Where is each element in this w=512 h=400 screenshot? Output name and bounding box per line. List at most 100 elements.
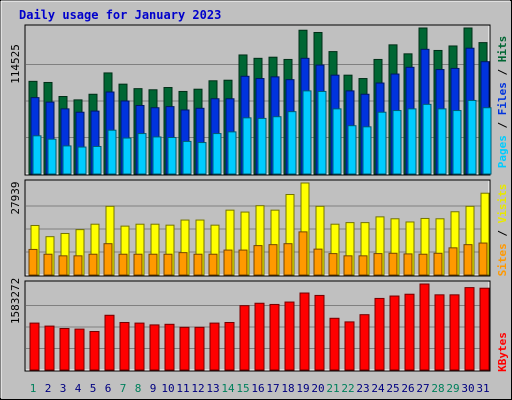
- bar-pages-day-20: [317, 90, 327, 175]
- bar-kbytes-day-2: [44, 325, 55, 371]
- bar-kbytes-day-3: [59, 328, 70, 371]
- bar-pages-day-23: [362, 126, 372, 175]
- bar-pages-day-1: [32, 135, 42, 175]
- bar-pages-day-18: [287, 111, 297, 175]
- bar-sites-day-21: [328, 253, 338, 276]
- bar-pages-day-2: [47, 138, 57, 175]
- x-tick-label: 24: [371, 382, 385, 395]
- bar-kbytes-day-12: [194, 326, 205, 371]
- bar-kbytes-day-6: [104, 314, 115, 371]
- bar-kbytes-day-7: [119, 321, 130, 371]
- bar-sites-day-4: [73, 255, 83, 276]
- x-tick-label: 7: [120, 382, 127, 395]
- legend-sep-1: /: [496, 122, 509, 129]
- bar-sites-day-22: [343, 255, 353, 276]
- bar-kbytes-day-18: [284, 301, 295, 371]
- bar-pages-day-7: [122, 137, 132, 175]
- bar-sites-day-12: [193, 253, 203, 276]
- x-tick-label: 23: [356, 382, 369, 395]
- bar-kbytes-day-19: [299, 292, 310, 371]
- bar-sites-day-9: [148, 253, 158, 276]
- x-tick-label: 29: [446, 382, 459, 395]
- x-tick-label: 14: [221, 382, 235, 395]
- bar-kbytes-day-15: [239, 305, 250, 371]
- x-tick-label: 15: [236, 382, 249, 395]
- x-tick-label: 2: [45, 382, 52, 395]
- legend-sites: Sites: [496, 243, 509, 276]
- bar-sites-day-23: [358, 255, 368, 276]
- x-tick-label: 5: [90, 382, 97, 395]
- bar-sites-day-31: [478, 242, 488, 276]
- x-tick-label: 28: [431, 382, 444, 395]
- bar-kbytes-day-13: [209, 322, 220, 371]
- bar-pages-day-8: [137, 133, 147, 175]
- bar-pages-day-26: [407, 108, 417, 175]
- x-tick-label: 31: [476, 382, 489, 395]
- bar-sites-day-14: [223, 249, 233, 276]
- bar-pages-day-12: [197, 142, 207, 175]
- bar-pages-day-24: [377, 111, 387, 175]
- x-tick-label: 1: [30, 382, 37, 395]
- bar-sites-day-8: [133, 253, 143, 276]
- x-tick-label: 30: [461, 382, 474, 395]
- bar-kbytes-day-29: [449, 294, 460, 371]
- x-tick-label: 13: [206, 382, 219, 395]
- bar-pages-day-14: [227, 131, 237, 175]
- bar-sites-day-7: [118, 253, 128, 276]
- y-max-label-bot: 1583272: [9, 278, 22, 324]
- bar-sites-day-13: [208, 253, 218, 276]
- bar-pages-day-21: [332, 108, 342, 175]
- bar-kbytes-day-5: [89, 331, 100, 371]
- visits-sites-panel: [24, 179, 491, 277]
- bar-sites-day-2: [43, 253, 53, 276]
- bar-kbytes-day-21: [329, 317, 340, 371]
- bar-sites-day-24: [373, 253, 383, 276]
- bar-pages-day-22: [347, 125, 357, 175]
- bar-kbytes-day-23: [359, 314, 370, 371]
- bar-kbytes-day-11: [179, 326, 190, 371]
- bar-kbytes-day-20: [314, 294, 325, 371]
- y-max-label-top: 114525: [9, 44, 22, 84]
- legend-kbytes: KBytes: [496, 332, 509, 372]
- bar-kbytes-day-1: [29, 322, 40, 371]
- bar-sites-day-3: [58, 255, 68, 276]
- bar-sites-day-16: [253, 245, 263, 276]
- bar-sites-day-27: [418, 253, 428, 276]
- x-tick-label: 21: [326, 382, 339, 395]
- bar-kbytes-day-17: [269, 303, 280, 371]
- x-axis-day-labels: 1 2 3 4 5 6 7 8 9 10 11 12 13 14 15 16 17 18 19 20 21 22 23 24 2…: [30, 382, 490, 395]
- bar-pages-day-17: [272, 116, 282, 175]
- x-tick-label: 6: [105, 382, 112, 395]
- x-tick-label: 17: [266, 382, 279, 395]
- x-tick-label: 26: [401, 382, 414, 395]
- x-tick-label: 8: [135, 382, 142, 395]
- bar-pages-day-29: [452, 110, 462, 175]
- bar-pages-day-4: [77, 146, 87, 175]
- bar-kbytes-day-8: [134, 322, 145, 371]
- x-tick-label: 16: [251, 382, 264, 395]
- legend-pages: Pages: [496, 135, 509, 168]
- svg-text:KBytes: KBytes: [496, 332, 509, 372]
- bar-sites-day-30: [463, 244, 473, 276]
- bar-pages-day-5: [92, 145, 102, 175]
- svg-text:Pages / Files: Pages / Files / Hits: [496, 36, 509, 169]
- bar-pages-day-31: [482, 107, 492, 175]
- x-tick-label: 27: [416, 382, 429, 395]
- bar-kbytes-day-27: [419, 283, 430, 371]
- x-tick-label: 18: [281, 382, 294, 395]
- bar-pages-day-9: [152, 136, 162, 175]
- bar-kbytes-day-31: [479, 287, 490, 371]
- bar-sites-day-5: [88, 253, 98, 276]
- bar-pages-day-19: [302, 90, 312, 175]
- legend-visits: Visits: [496, 184, 509, 224]
- bar-sites-day-10: [163, 253, 173, 276]
- bar-kbytes-day-14: [224, 321, 235, 371]
- bar-pages-day-3: [62, 145, 72, 175]
- x-tick-label: 9: [150, 382, 157, 395]
- x-tick-label: 12: [191, 382, 204, 395]
- x-tick-label: 11: [176, 382, 189, 395]
- chart-title: Daily usage for January 2023: [19, 8, 221, 22]
- bar-kbytes-day-16: [254, 302, 265, 371]
- bar-kbytes-day-25: [389, 295, 400, 371]
- bar-sites-day-18: [283, 243, 293, 276]
